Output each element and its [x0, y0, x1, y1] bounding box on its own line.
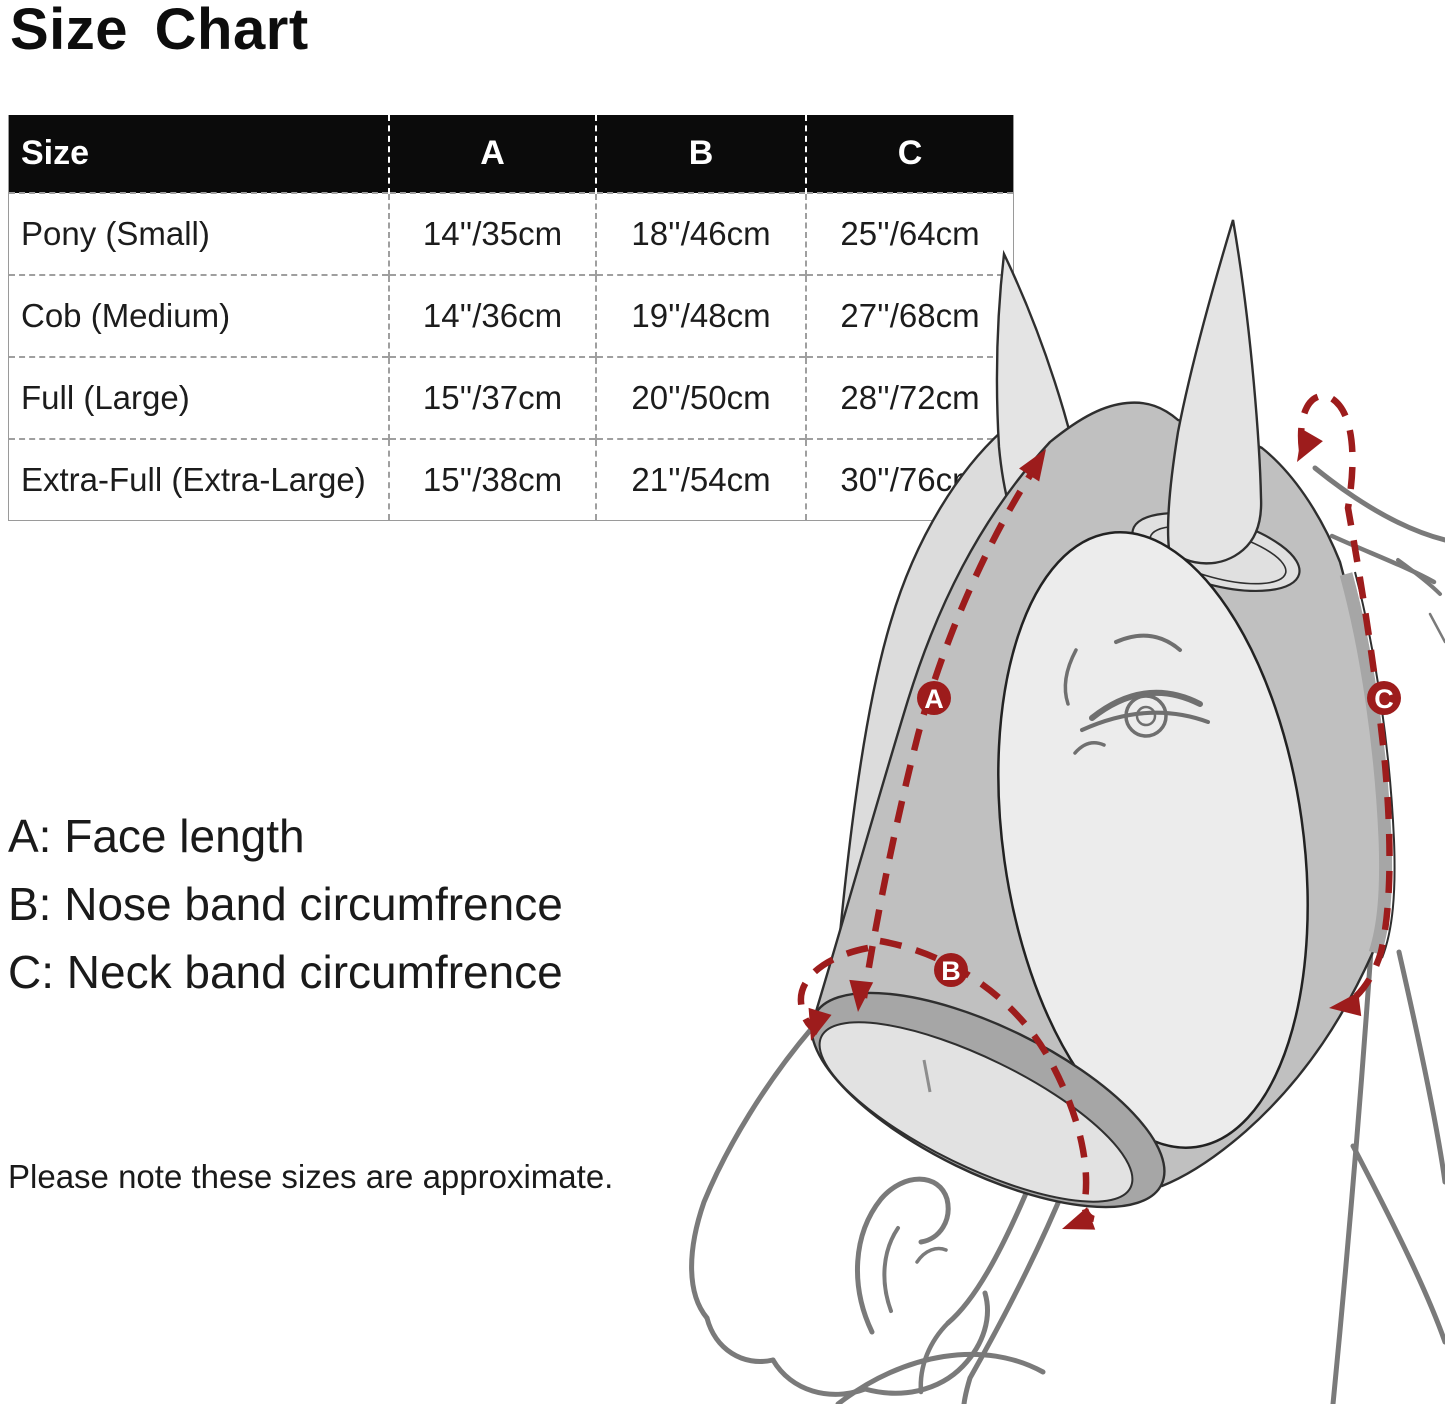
- horse-eye: [1063, 633, 1210, 755]
- legend-line-c: C: Neck band circumfrence: [8, 946, 563, 998]
- legend-line-a: A: Face length: [8, 810, 305, 862]
- muzzle-shading-line: [922, 1059, 932, 1093]
- value-cell: 18''/46cm: [595, 192, 806, 275]
- value-cell: 28''/72cm: [805, 356, 1013, 439]
- table-header-row: Size A B C: [9, 115, 1013, 193]
- arrowhead: [849, 979, 874, 1012]
- value-cell: 30''/76cm: [805, 438, 1013, 520]
- neck-band-edge: [1354, 571, 1396, 959]
- arrowhead: [1329, 992, 1362, 1017]
- badge-b: [934, 953, 968, 987]
- horse-head-lineart: [689, 465, 1445, 1404]
- measurement-a-line: [860, 458, 1043, 999]
- header-cell-c: C: [805, 115, 1013, 193]
- measurement-lines: A B C: [797, 392, 1401, 1230]
- value-cell: 25''/64cm: [805, 192, 1013, 275]
- neck-line: [1350, 1143, 1445, 1345]
- eye-hole: [997, 531, 1309, 1149]
- arrowhead: [1297, 429, 1323, 462]
- right-ear: [1166, 219, 1263, 565]
- measurement-b-line: [879, 937, 1095, 1223]
- badge-c: [1367, 681, 1401, 715]
- value-cell: 15''/37cm: [388, 356, 596, 439]
- mane-strand: [1329, 533, 1437, 585]
- measurement-legend: A: Face length B: Nose band circumfrence…: [8, 802, 563, 1006]
- arrowhead: [808, 1007, 832, 1041]
- badge-a-label: A: [924, 684, 944, 714]
- measurement-c-line: [1297, 392, 1393, 1011]
- value-cell: 21''/54cm: [595, 438, 806, 520]
- badge-a: [917, 681, 951, 715]
- header-cell-size: Size: [9, 115, 389, 193]
- size-cell: Pony (Small): [9, 192, 389, 275]
- mane-strand: [1312, 465, 1445, 543]
- badge-b-label: B: [941, 956, 961, 986]
- neck-line: [1396, 949, 1445, 1185]
- page-title: Size Chart: [10, 0, 309, 62]
- ear-hole-rim-inner: [1149, 525, 1287, 585]
- nose-band-opening: [818, 1021, 1134, 1203]
- mane-strand: [1396, 558, 1442, 596]
- nose-band: [810, 991, 1166, 1209]
- table-row: Pony (Small) 14''/35cm 18''/46cm 25''/64…: [9, 192, 1013, 275]
- arrowhead: [1019, 449, 1046, 482]
- value-cell: 14''/36cm: [388, 274, 596, 357]
- arrowhead: [1062, 1207, 1096, 1230]
- size-chart-table: Size A B C Pony (Small) 14''/35cm 18''/4…: [8, 115, 1014, 521]
- size-cell: Extra-Full (Extra-Large): [9, 438, 389, 520]
- value-cell: 20''/50cm: [595, 356, 806, 439]
- table-row: Cob (Medium) 14''/36cm 19''/48cm 27''/68…: [9, 274, 1013, 357]
- value-cell: 19''/48cm: [595, 274, 806, 357]
- neck-band-trim: [1339, 572, 1393, 956]
- neck-line: [1330, 947, 1374, 1404]
- value-cell: 14''/35cm: [388, 192, 596, 275]
- value-cell: 27''/68cm: [805, 274, 1013, 357]
- size-cell: Cob (Medium): [9, 274, 389, 357]
- header-cell-b: B: [595, 115, 806, 193]
- ear-hole-rim: [1131, 512, 1301, 592]
- table-row: Full (Large) 15''/37cm 20''/50cm 28''/72…: [9, 356, 1013, 439]
- measurement-b-line: [797, 944, 869, 1035]
- value-cell: 15''/38cm: [388, 438, 596, 520]
- size-cell: Full (Large): [9, 356, 389, 439]
- header-cell-a: A: [388, 115, 596, 193]
- nostril-line: [855, 1176, 951, 1335]
- badge-c-label: C: [1374, 684, 1394, 714]
- legend-line-b: B: Nose band circumfrence: [8, 878, 563, 930]
- approximate-note: Please note these sizes are approximate.: [8, 1158, 614, 1195]
- mane-strand: [1428, 612, 1445, 644]
- table-row: Extra-Full (Extra-Large) 15''/38cm 21''/…: [9, 438, 1013, 520]
